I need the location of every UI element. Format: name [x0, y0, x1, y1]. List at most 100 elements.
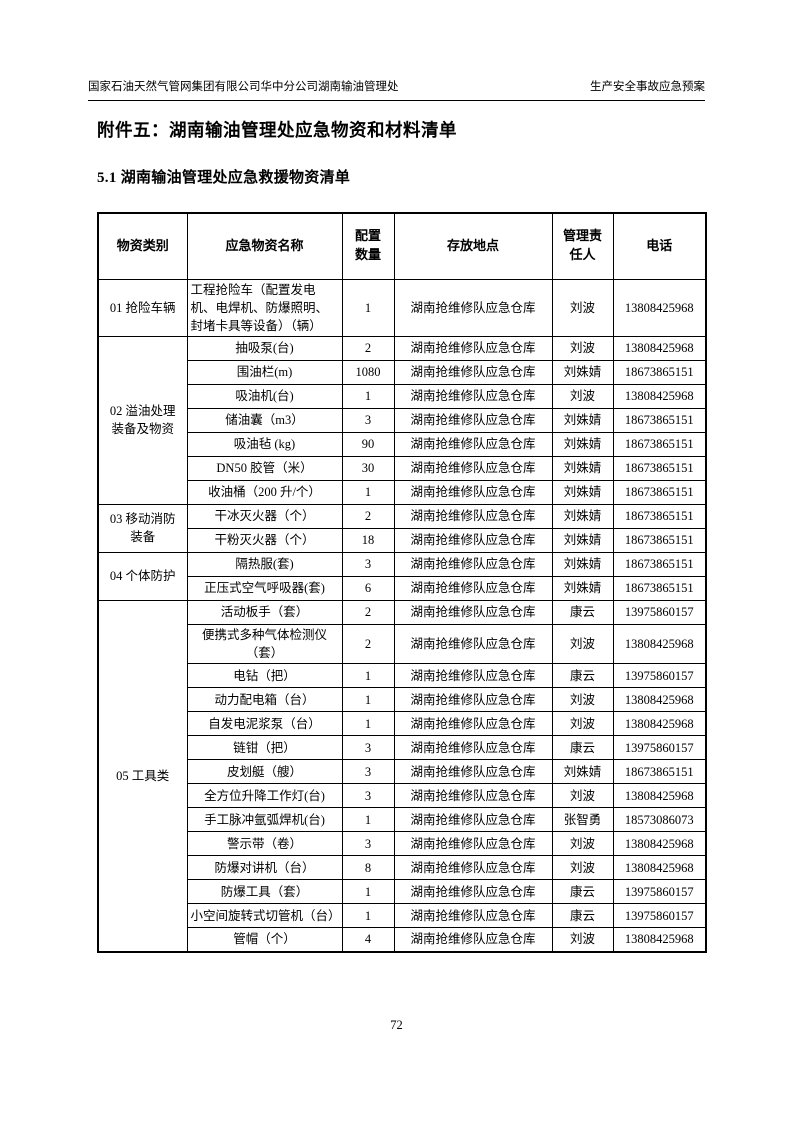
loc-cell: 湖南抢维修队应急仓库: [393, 623, 553, 665]
qty-cell: 1: [341, 383, 395, 409]
phone-cell: 13808425968: [612, 783, 707, 809]
phone-cell: 13975860157: [612, 663, 707, 689]
name-cell: 吸油机(台): [186, 383, 343, 409]
phone-cell: 18673865151: [612, 431, 707, 457]
table-header-row: 物资类别 应急物资名称 配置 数量 存放地点 管理责 任人 电话: [97, 212, 707, 280]
supplies-table-body: 01 抢险车辆 工程抢险车（配置发电机、电焊机、防爆照明、封堵卡具等设备）（辆） 1…: [97, 278, 707, 953]
qty-cell: 1: [341, 479, 395, 505]
table-row: 储油囊（m3） 3 湖南抢维修队应急仓库 刘姝婧 18673865151: [98, 407, 707, 433]
col-header-phone: 电话: [612, 212, 707, 280]
category-cell: 02 溢油处理 装备及物资: [97, 335, 188, 505]
qty-cell: 1: [341, 278, 395, 337]
loc-cell: 湖南抢维修队应急仓库: [393, 735, 553, 761]
phone-cell: 13975860157: [612, 879, 707, 905]
phone-cell: 13808425968: [612, 383, 707, 409]
phone-cell: 13808425968: [612, 855, 707, 881]
qty-cell: 30: [341, 455, 395, 481]
mgr-cell: 刘姝婧: [551, 759, 614, 785]
phone-cell: 13975860157: [612, 735, 707, 761]
col-header-category: 物资类别: [97, 212, 188, 280]
qty-cell: 18: [341, 527, 395, 553]
loc-cell: 湖南抢维修队应急仓库: [393, 807, 553, 833]
phone-cell: 13808425968: [612, 278, 707, 337]
qty-cell: 1: [341, 903, 395, 929]
qty-cell: 4: [341, 927, 395, 953]
col-header-name: 应急物资名称: [186, 212, 343, 280]
mgr-cell: 刘姝婧: [551, 359, 614, 385]
mgr-cell: 刘波: [551, 711, 614, 737]
loc-cell: 湖南抢维修队应急仓库: [393, 407, 553, 433]
name-cell: 活动板手（套）: [186, 599, 343, 625]
qty-cell: 8: [341, 855, 395, 881]
qty-cell: 3: [341, 783, 395, 809]
mgr-cell: 刘波: [551, 831, 614, 857]
loc-cell: 湖南抢维修队应急仓库: [393, 663, 553, 689]
name-cell: 储油囊（m3）: [186, 407, 343, 433]
mgr-cell: 刘波: [551, 687, 614, 713]
loc-cell: 湖南抢维修队应急仓库: [393, 783, 553, 809]
name-cell: 警示带（卷）: [186, 831, 343, 857]
name-cell: 管帽（个）: [186, 927, 343, 953]
mgr-cell: 康云: [551, 903, 614, 929]
table-row: 警示带（卷） 3 湖南抢维修队应急仓库 刘波 13808425968: [98, 831, 707, 857]
name-cell: 吸油毡 (kg): [186, 431, 343, 457]
mgr-cell: 康云: [551, 599, 614, 625]
qty-cell: 2: [341, 599, 395, 625]
table-row: 便携式多种气体检测仪（套） 2 湖南抢维修队应急仓库 刘波 13808425968: [98, 623, 707, 665]
table-row: 防爆对讲机（台） 8 湖南抢维修队应急仓库 刘波 13808425968: [98, 855, 707, 881]
loc-cell: 湖南抢维修队应急仓库: [393, 479, 553, 505]
name-cell: 手工脉冲氩弧焊机(台): [186, 807, 343, 833]
phone-cell: 13808425968: [612, 335, 707, 361]
category-cell: 01 抢险车辆: [97, 278, 188, 337]
name-cell: 皮划艇（艘）: [186, 759, 343, 785]
loc-cell: 湖南抢维修队应急仓库: [393, 527, 553, 553]
mgr-cell: 刘波: [551, 335, 614, 361]
name-cell: 干粉灭火器（个）: [186, 527, 343, 553]
loc-cell: 湖南抢维修队应急仓库: [393, 359, 553, 385]
phone-cell: 18673865151: [612, 527, 707, 553]
loc-cell: 湖南抢维修队应急仓库: [393, 335, 553, 361]
table-row: 01 抢险车辆 工程抢险车（配置发电机、电焊机、防爆照明、封堵卡具等设备）（辆） 1…: [97, 278, 707, 337]
table-row: 干粉灭火器（个） 18 湖南抢维修队应急仓库 刘姝婧 18673865151: [98, 527, 707, 553]
table-row: 04 个体防护 隔热服(套) 3 湖南抢维修队应急仓库 刘姝婧 18673865151: [97, 551, 707, 601]
loc-cell: 湖南抢维修队应急仓库: [393, 551, 553, 577]
table-row: 皮划艇（艘） 3 湖南抢维修队应急仓库 刘姝婧 18673865151: [98, 759, 707, 785]
loc-cell: 湖南抢维修队应急仓库: [393, 503, 553, 529]
name-cell: 便携式多种气体检测仪（套）: [186, 623, 343, 665]
mgr-cell: 刘姝婧: [551, 575, 614, 601]
page-number: 72: [390, 1018, 403, 1032]
phone-cell: 18573086073: [612, 807, 707, 833]
mgr-cell: 刘姝婧: [551, 455, 614, 481]
mgr-cell: 刘波: [551, 783, 614, 809]
loc-cell: 湖南抢维修队应急仓库: [393, 575, 553, 601]
mgr-cell: 刘波: [551, 855, 614, 881]
name-cell: 围油栏(m): [186, 359, 343, 385]
name-cell: 全方位升降工作灯(台): [186, 783, 343, 809]
loc-cell: 湖南抢维修队应急仓库: [393, 855, 553, 881]
loc-cell: 湖南抢维修队应急仓库: [393, 831, 553, 857]
supplies-table: 物资类别 应急物资名称 配置 数量 存放地点 管理责 任人 电话 01 抢险车辆…: [97, 212, 707, 953]
mgr-cell: 刘波: [551, 383, 614, 409]
phone-cell: 18673865151: [612, 455, 707, 481]
mgr-cell: 张智勇: [551, 807, 614, 833]
mgr-cell: 刘波: [551, 623, 614, 665]
phone-cell: 13975860157: [612, 599, 707, 625]
col-header-manager: 管理责 任人: [551, 212, 614, 280]
mgr-cell: 刘姝婧: [551, 479, 614, 505]
phone-cell: 13808425968: [612, 687, 707, 713]
loc-cell: 湖南抢维修队应急仓库: [393, 711, 553, 737]
table-row: 手工脉冲氩弧焊机(台) 1 湖南抢维修队应急仓库 张智勇 18573086073: [98, 807, 707, 833]
name-cell: 电钻（把）: [186, 663, 343, 689]
name-cell: 收油桶（200 升/个）: [186, 479, 343, 505]
name-cell: 正压式空气呼吸器(套): [186, 575, 343, 601]
name-cell: 动力配电箱（台）: [186, 687, 343, 713]
header-left-text: 国家石油天然气管网集团有限公司华中分公司湖南输油管理处: [88, 81, 399, 93]
name-cell: 干冰灭火器（个）: [186, 503, 343, 529]
phone-cell: 18673865151: [612, 407, 707, 433]
mgr-cell: 康云: [551, 735, 614, 761]
name-cell: 自发电泥浆泵（台）: [186, 711, 343, 737]
table-row: 自发电泥浆泵（台） 1 湖南抢维修队应急仓库 刘波 13808425968: [98, 711, 707, 737]
table-row: 吸油毡 (kg) 90 湖南抢维修队应急仓库 刘姝婧 18673865151: [98, 431, 707, 457]
table-row: 小空间旋转式切管机（台） 1 湖南抢维修队应急仓库 康云 13975860157: [98, 903, 707, 929]
